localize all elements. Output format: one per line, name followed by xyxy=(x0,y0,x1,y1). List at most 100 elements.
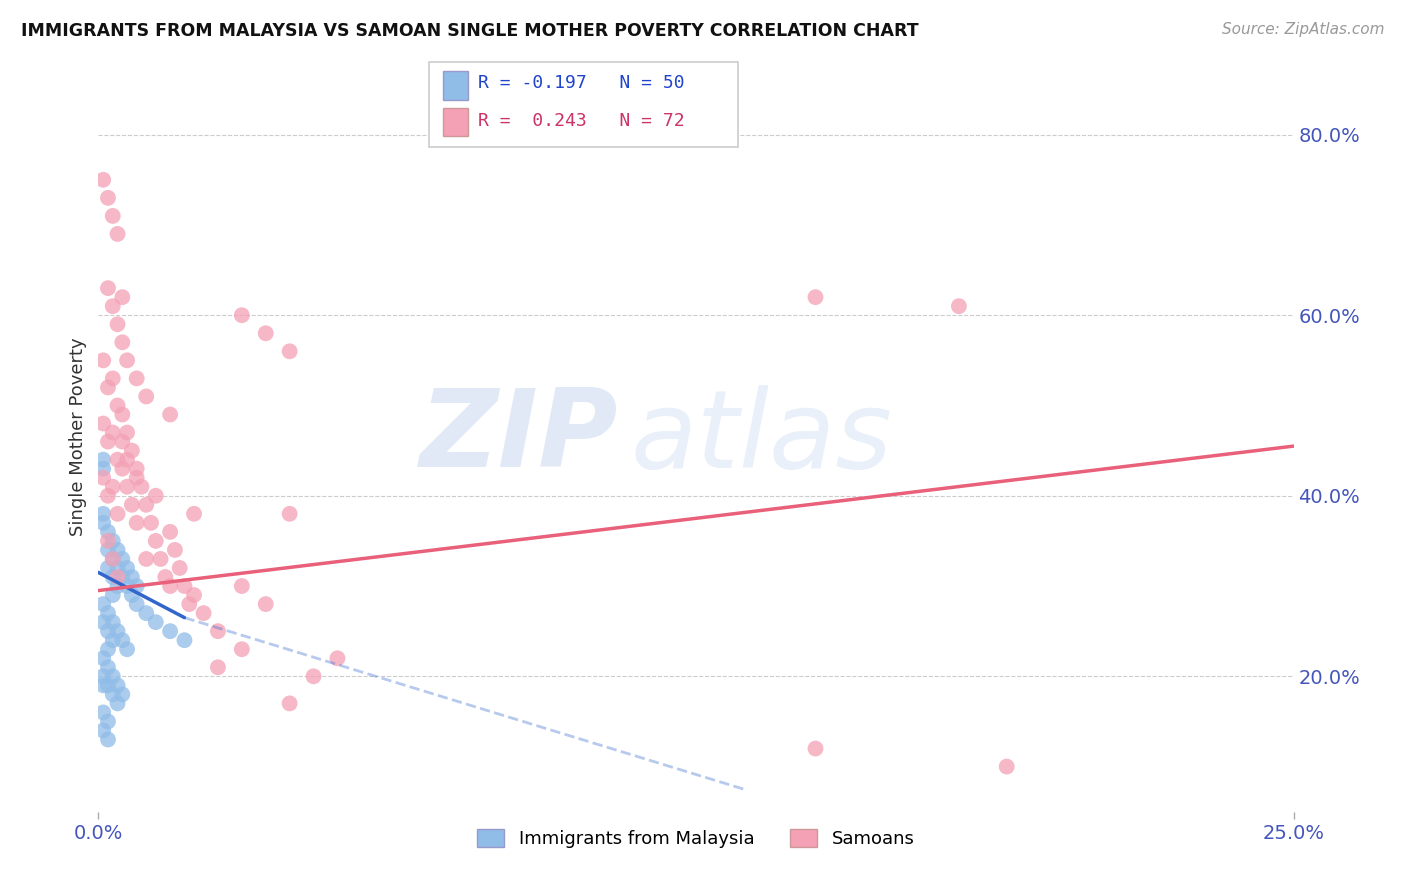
Point xyxy=(231,642,253,657)
Point xyxy=(804,741,827,756)
Point xyxy=(121,570,143,584)
Y-axis label: Single Mother Poverty: Single Mother Poverty xyxy=(69,338,87,536)
Point xyxy=(101,687,124,701)
Point xyxy=(125,461,148,475)
Point xyxy=(115,480,138,494)
Point xyxy=(101,570,124,584)
Point xyxy=(135,389,157,403)
Point xyxy=(159,524,181,539)
Point xyxy=(91,461,114,475)
Point xyxy=(115,452,138,467)
Point xyxy=(101,299,124,313)
Point xyxy=(948,299,970,313)
Point xyxy=(91,615,114,629)
Point xyxy=(97,660,120,674)
Point xyxy=(91,706,114,720)
Point xyxy=(163,543,186,558)
Text: Source: ZipAtlas.com: Source: ZipAtlas.com xyxy=(1222,22,1385,37)
Point xyxy=(179,597,201,611)
Point xyxy=(115,579,138,593)
Point xyxy=(115,642,138,657)
Point xyxy=(97,489,120,503)
Point xyxy=(107,570,129,584)
Point xyxy=(145,615,167,629)
Point xyxy=(97,524,120,539)
Point xyxy=(91,452,114,467)
Point xyxy=(111,461,134,475)
Point xyxy=(107,543,129,558)
Point xyxy=(804,290,827,304)
Point xyxy=(97,606,120,620)
Point xyxy=(125,597,148,611)
Point xyxy=(278,344,301,359)
Point xyxy=(97,281,120,295)
Point xyxy=(101,533,124,548)
Point xyxy=(111,687,134,701)
Point xyxy=(193,606,215,620)
Point xyxy=(231,579,253,593)
Point xyxy=(111,408,134,422)
Point xyxy=(121,588,143,602)
Point xyxy=(121,443,143,458)
Text: atlas: atlas xyxy=(630,384,893,490)
Text: IMMIGRANTS FROM MALAYSIA VS SAMOAN SINGLE MOTHER POVERTY CORRELATION CHART: IMMIGRANTS FROM MALAYSIA VS SAMOAN SINGL… xyxy=(21,22,918,40)
Point xyxy=(101,552,124,566)
Point xyxy=(101,588,124,602)
Point xyxy=(101,371,124,385)
Point xyxy=(91,471,114,485)
Point xyxy=(107,624,129,639)
Point xyxy=(91,597,114,611)
Point xyxy=(107,452,129,467)
Point xyxy=(107,399,129,413)
Point xyxy=(91,651,114,665)
Point xyxy=(97,191,120,205)
Point xyxy=(101,615,124,629)
Point xyxy=(91,678,114,692)
Point xyxy=(91,417,114,431)
Point xyxy=(91,669,114,683)
Point xyxy=(159,408,181,422)
Point xyxy=(254,597,277,611)
Point xyxy=(97,561,120,575)
Point xyxy=(302,669,325,683)
Point xyxy=(111,335,134,350)
Point xyxy=(97,642,120,657)
Point xyxy=(231,308,253,322)
Point xyxy=(115,561,138,575)
Point xyxy=(107,507,129,521)
Point xyxy=(101,480,124,494)
Point xyxy=(278,697,301,711)
Point xyxy=(159,624,181,639)
Point xyxy=(91,173,114,187)
Point xyxy=(125,579,148,593)
Point xyxy=(101,633,124,648)
Point xyxy=(121,498,143,512)
Point xyxy=(97,714,120,729)
Point xyxy=(159,579,181,593)
Point xyxy=(91,507,114,521)
Point xyxy=(91,516,114,530)
Point xyxy=(101,552,124,566)
Point xyxy=(139,516,162,530)
Text: R = -0.197   N = 50: R = -0.197 N = 50 xyxy=(478,74,685,92)
Point xyxy=(169,561,191,575)
Point xyxy=(135,606,157,620)
Point xyxy=(97,533,120,548)
Point xyxy=(107,561,129,575)
Point xyxy=(111,633,134,648)
Point xyxy=(183,507,205,521)
Point xyxy=(278,507,301,521)
Point xyxy=(183,588,205,602)
Text: R =  0.243   N = 72: R = 0.243 N = 72 xyxy=(478,112,685,129)
Point xyxy=(97,380,120,394)
Point xyxy=(135,498,157,512)
Point xyxy=(995,759,1018,773)
Point xyxy=(111,290,134,304)
Point xyxy=(135,552,157,566)
Point xyxy=(107,227,129,241)
Point xyxy=(207,624,229,639)
Point xyxy=(97,624,120,639)
Legend: Immigrants from Malaysia, Samoans: Immigrants from Malaysia, Samoans xyxy=(470,822,922,855)
Point xyxy=(111,434,134,449)
Point xyxy=(107,579,129,593)
